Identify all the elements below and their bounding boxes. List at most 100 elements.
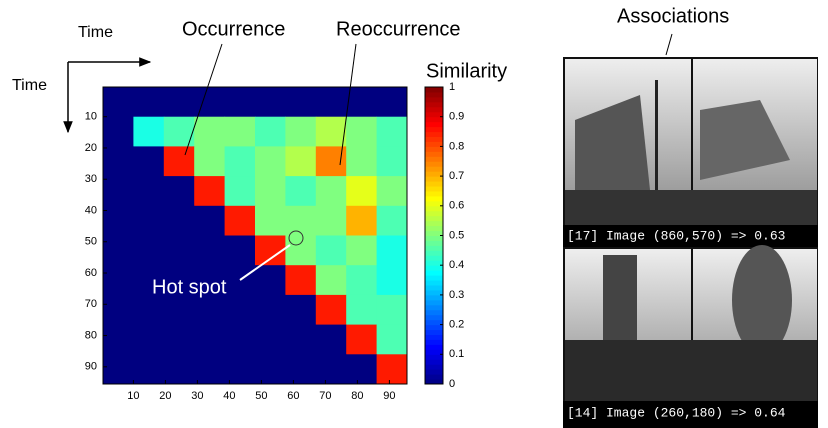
heat-cell	[103, 146, 134, 177]
heat-cell	[376, 235, 408, 266]
colorbar-step	[425, 190, 443, 197]
colorbar-step	[425, 270, 443, 276]
y-axis-title: Time	[12, 77, 47, 94]
colorbar-step	[425, 280, 443, 286]
colorbar-step	[425, 334, 443, 340]
heat-cell	[255, 176, 286, 207]
heat-cell	[315, 354, 347, 385]
x-tick-label: 10	[127, 390, 139, 402]
x-tick-label: 70	[319, 390, 331, 402]
colorbar-step	[425, 171, 443, 177]
leader-line	[239, 244, 291, 281]
colorbar-step	[425, 275, 443, 281]
heat-cell	[346, 146, 378, 177]
heat-cell	[285, 324, 317, 355]
heat-cell	[315, 235, 347, 266]
colorbar-step	[425, 136, 443, 142]
heat-cell	[376, 265, 408, 296]
colorbar-tick-label: 0.1	[449, 348, 464, 360]
heat-cell	[103, 235, 134, 266]
heat-cell	[346, 354, 378, 385]
heat-cell	[285, 87, 317, 118]
colorbar-step	[425, 319, 443, 326]
colorbar-step	[425, 200, 443, 207]
colorbar-step	[425, 309, 443, 316]
colorbar-step	[425, 250, 443, 256]
heat-cell	[163, 176, 195, 207]
heat-cell	[103, 294, 134, 326]
heat-cell	[255, 146, 286, 177]
colorbar-tick-label: 0.2	[449, 319, 464, 331]
colorbar-step	[425, 374, 443, 380]
colorbar-step	[425, 91, 443, 98]
colorbar-step	[425, 294, 443, 301]
heat-cell	[346, 87, 378, 118]
heat-cell	[376, 146, 408, 177]
colorbar-step	[425, 101, 443, 108]
heat-cell	[133, 294, 165, 326]
y-tick-label: 20	[85, 142, 97, 154]
colorbar-step	[425, 354, 443, 360]
colorbar-tick-label: 0.6	[449, 200, 464, 212]
heat-cell	[376, 294, 408, 326]
colorbar-step	[425, 166, 443, 172]
heat-cell	[255, 265, 286, 296]
heat-cell	[133, 176, 165, 207]
colorbar-tick-label: 0.5	[449, 229, 464, 241]
x-tick-label: 50	[255, 390, 267, 402]
heat-cell	[224, 176, 256, 207]
heat-cell	[315, 205, 347, 236]
colorbar-step	[425, 235, 443, 241]
heat-cell	[255, 354, 286, 385]
colorbar-tick-label: 0	[449, 378, 455, 390]
colorbar-step	[425, 324, 443, 331]
heat-cell	[133, 87, 165, 118]
colorbar-step	[425, 260, 443, 266]
heat-cell	[255, 205, 286, 236]
y-tick-label: 70	[85, 298, 97, 310]
x-tick-label: 60	[287, 390, 299, 402]
heat-cell	[224, 146, 256, 177]
heat-cell	[346, 294, 378, 326]
heat-cell	[133, 116, 165, 147]
colorbar-tick-label: 1	[449, 81, 455, 93]
y-tick-label: 10	[85, 111, 97, 123]
x-axis-title: Time	[78, 24, 113, 41]
colorbar-step	[425, 339, 443, 345]
colorbar-step	[425, 299, 443, 306]
heat-cell	[194, 235, 226, 266]
x-tick-label: 30	[191, 390, 203, 402]
heat-cell	[103, 87, 134, 118]
heat-cell	[285, 176, 317, 207]
heat-cell	[346, 205, 378, 236]
colorbar-step	[425, 304, 443, 311]
heatmap	[103, 87, 408, 385]
colorbar-title: Similarity	[426, 60, 507, 82]
y-tick-label: 90	[85, 361, 97, 373]
heat-cell	[346, 235, 378, 266]
leader-line	[339, 43, 357, 166]
heat-cell	[376, 324, 408, 355]
colorbar-tick-label: 0.7	[449, 170, 464, 182]
colorbar-step	[425, 141, 443, 147]
heat-cell	[133, 265, 165, 296]
heat-cell	[163, 146, 195, 177]
heat-cell	[163, 116, 195, 147]
colorbar-step	[425, 176, 443, 182]
colorbar-step	[425, 255, 443, 261]
colorbar-step	[425, 265, 443, 271]
annotation: Hot spot	[152, 276, 227, 298]
association-images	[563, 57, 818, 428]
heat-cell	[194, 354, 226, 385]
heat-cell	[255, 294, 286, 326]
heat-cell	[194, 294, 226, 326]
colorbar-step	[425, 379, 443, 385]
colorbar-step	[425, 359, 443, 365]
heat-cell	[315, 116, 347, 147]
colorbar-step	[425, 126, 443, 133]
heat-cell	[255, 324, 286, 355]
hot-spot-circle	[288, 230, 304, 246]
heat-cell	[133, 235, 165, 266]
heat-cell	[376, 87, 408, 118]
heat-cell	[163, 324, 195, 355]
